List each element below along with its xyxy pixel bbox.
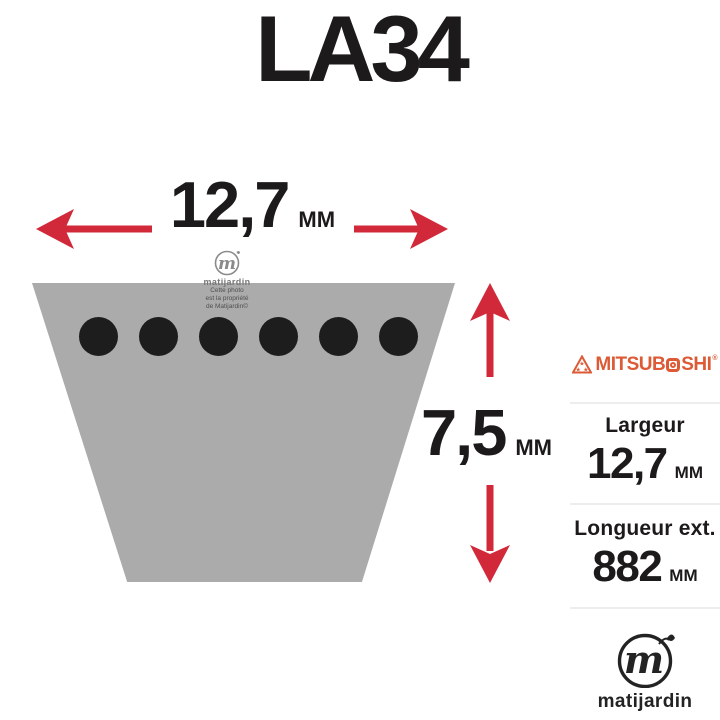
registered-mark: ® xyxy=(712,355,718,362)
brand-name-suffix: SHI xyxy=(681,354,712,375)
watermark-line: de Matijardin© xyxy=(205,303,248,310)
width-arrow xyxy=(36,209,448,249)
svg-text:★: ★ xyxy=(584,367,589,374)
height-arrow xyxy=(470,283,510,583)
belt-cross-section xyxy=(32,283,455,582)
watermark: m matijardin Cette photo est la propriét… xyxy=(177,249,277,311)
brand-o-glyph xyxy=(666,357,681,372)
largeur-unit: MM xyxy=(674,463,703,482)
watermark-line: est la propriété xyxy=(205,295,249,302)
spec-value-longueur: 882 MM xyxy=(570,545,720,589)
svg-text:★: ★ xyxy=(576,367,581,374)
belt-hole xyxy=(138,317,178,356)
matijardin-logo-icon: m xyxy=(617,633,675,689)
width-unit: MM xyxy=(298,207,336,232)
page-title: LA34 xyxy=(255,0,470,101)
height-value: 7,5 xyxy=(421,396,507,469)
longueur-unit: MM xyxy=(669,566,698,585)
height-unit: MM xyxy=(515,435,553,460)
belt-hole xyxy=(318,317,358,356)
mitsuboshi-triangle-icon: ★ ★ ★ xyxy=(572,355,593,374)
watermark-line: Cette photo xyxy=(210,287,244,294)
divider xyxy=(570,607,720,609)
spec-value-largeur: 12,7 MM xyxy=(570,442,720,486)
width-dimension-label: 12,7 MM xyxy=(150,172,355,237)
width-value: 12,7 xyxy=(169,168,291,241)
spec-label-largeur: Largeur xyxy=(605,414,685,437)
footer-logo: m matijardin xyxy=(570,630,720,713)
belt-hole xyxy=(198,317,238,356)
watermark-brand: matijardin xyxy=(203,277,251,287)
largeur-number: 12,7 xyxy=(587,439,668,488)
watermark-logo-icon: m xyxy=(214,250,240,276)
divider xyxy=(570,402,720,404)
belt-hole xyxy=(258,317,298,356)
height-dimension-label: 7,5 MM xyxy=(421,400,552,465)
svg-text:★: ★ xyxy=(580,361,585,368)
belt-hole xyxy=(78,317,118,356)
svg-text:m: m xyxy=(218,254,236,274)
brand-name: MITSUB SHI xyxy=(595,354,712,375)
svg-text:m: m xyxy=(624,637,664,682)
brand-name-prefix: MITSUB xyxy=(595,354,666,375)
brand-logo: ★ ★ ★ MITSUB SHI ® xyxy=(570,355,720,374)
longueur-number: 882 xyxy=(592,542,662,591)
footer-brand-name: matijardin xyxy=(597,691,693,712)
belt-hole xyxy=(378,317,418,356)
spec-label-longueur: Longueur ext. xyxy=(574,517,716,540)
divider xyxy=(570,503,720,505)
